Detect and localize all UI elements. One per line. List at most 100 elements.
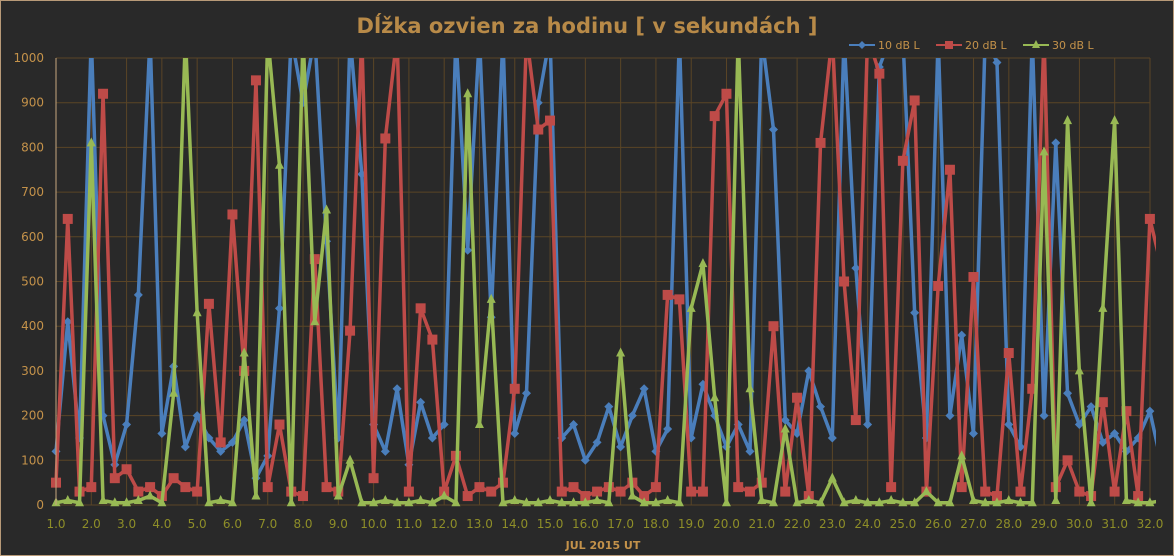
data-point-diamond bbox=[1051, 138, 1061, 148]
y-tick-label: 100 bbox=[21, 453, 44, 467]
data-point-triangle bbox=[827, 472, 837, 482]
data-point-square bbox=[1003, 348, 1014, 359]
data-point-triangle bbox=[1074, 365, 1084, 375]
data-point-diamond bbox=[1145, 406, 1155, 416]
data-point-triangle bbox=[122, 497, 132, 507]
data-point-square bbox=[98, 88, 109, 99]
data-point-square bbox=[686, 486, 697, 497]
data-point-diamond bbox=[675, 31, 684, 40]
data-point-diamond bbox=[663, 424, 673, 434]
data-point-triangle bbox=[1063, 115, 1073, 125]
x-tick-label: 5.0 bbox=[188, 517, 207, 531]
x-tick-label: 24.0 bbox=[854, 517, 881, 531]
y-tick-label: 700 bbox=[21, 185, 44, 199]
data-point-triangle bbox=[980, 497, 990, 507]
legend-item: 30 dB L bbox=[1023, 39, 1095, 52]
data-point-square bbox=[1109, 486, 1120, 497]
data-point-diamond bbox=[510, 428, 520, 438]
data-point-square bbox=[768, 321, 779, 332]
data-point-square bbox=[662, 289, 673, 300]
data-point-triangle bbox=[651, 497, 661, 507]
data-point-triangle bbox=[439, 490, 449, 500]
series-30-db-l bbox=[51, 30, 1173, 507]
data-point-square bbox=[792, 392, 803, 403]
data-point-diamond bbox=[627, 411, 637, 421]
data-point-diamond bbox=[463, 245, 473, 255]
data-point-triangle bbox=[299, 30, 308, 39]
data-point-diamond bbox=[1098, 437, 1108, 447]
data-point-triangle bbox=[898, 497, 908, 507]
data-point-square bbox=[968, 272, 979, 283]
x-tick-label: 28.0 bbox=[995, 517, 1022, 531]
data-point-triangle bbox=[674, 497, 684, 507]
data-point-triangle bbox=[545, 495, 555, 505]
data-point-diamond bbox=[616, 442, 626, 452]
data-point-triangle bbox=[1169, 497, 1173, 506]
data-point-triangle bbox=[1051, 495, 1061, 505]
data-point-square bbox=[1027, 383, 1038, 394]
data-point-triangle bbox=[380, 495, 390, 505]
data-point-triangle bbox=[463, 88, 473, 98]
x-tick-label: 32.0 bbox=[1137, 517, 1164, 531]
data-point-triangle bbox=[933, 497, 943, 507]
data-point-diamond bbox=[827, 433, 837, 443]
data-point-diamond bbox=[180, 442, 190, 452]
y-tick-label: 300 bbox=[21, 364, 44, 378]
data-point-triangle bbox=[510, 495, 520, 505]
data-point-triangle bbox=[192, 307, 202, 317]
data-point-triangle bbox=[427, 497, 437, 507]
data-point-triangle bbox=[286, 497, 296, 507]
data-point-triangle bbox=[992, 497, 1002, 507]
data-point-triangle bbox=[921, 486, 931, 496]
data-point-triangle bbox=[804, 495, 814, 505]
data-point-square bbox=[886, 482, 897, 493]
data-point-square bbox=[392, 31, 402, 41]
data-point-square bbox=[650, 482, 661, 493]
data-point-triangle bbox=[416, 495, 426, 505]
data-point-triangle bbox=[768, 497, 778, 507]
data-point-square bbox=[956, 482, 967, 493]
data-point-triangle bbox=[839, 497, 849, 507]
data-point-diamond bbox=[1157, 460, 1166, 469]
data-point-square bbox=[180, 482, 191, 493]
data-point-square bbox=[462, 491, 473, 502]
x-tick-label: 26.0 bbox=[925, 517, 952, 531]
x-tick-label: 22.0 bbox=[784, 517, 811, 531]
data-point-diamond bbox=[910, 308, 920, 318]
data-point-diamond bbox=[934, 31, 943, 40]
data-point-diamond bbox=[840, 31, 849, 40]
x-tick-label: 31.0 bbox=[1101, 517, 1128, 531]
data-point-triangle bbox=[1004, 495, 1014, 505]
data-point-triangle bbox=[333, 490, 343, 500]
data-point-triangle bbox=[1027, 497, 1037, 507]
data-point-triangle bbox=[369, 497, 379, 507]
data-point-square bbox=[1074, 486, 1085, 497]
data-point-diamond bbox=[346, 31, 355, 40]
x-tick-label: 23.0 bbox=[819, 517, 846, 531]
data-point-square bbox=[192, 486, 203, 497]
data-point-triangle bbox=[863, 497, 873, 507]
data-point-diamond bbox=[945, 411, 955, 421]
data-point-triangle bbox=[263, 30, 272, 39]
data-point-triangle bbox=[157, 497, 167, 507]
data-point-triangle bbox=[780, 423, 790, 433]
data-point-triangle bbox=[357, 497, 367, 507]
data-point-triangle bbox=[710, 392, 720, 402]
data-point-square bbox=[944, 164, 955, 175]
data-point-square bbox=[345, 325, 356, 336]
data-point-square bbox=[839, 276, 850, 287]
data-point-square bbox=[415, 303, 426, 314]
data-point-square bbox=[121, 464, 132, 475]
data-point-square bbox=[1039, 31, 1049, 41]
data-point-square bbox=[1157, 263, 1167, 273]
data-point-diamond bbox=[392, 384, 402, 394]
y-tick-label: 600 bbox=[21, 230, 44, 244]
y-tick-label: 800 bbox=[21, 140, 44, 154]
legend: 10 dB L 20 dB L 30 dB L bbox=[849, 39, 1095, 52]
x-tick-label: 1.0 bbox=[46, 517, 65, 531]
data-point-diamond bbox=[133, 290, 143, 300]
data-point-square bbox=[897, 155, 908, 166]
axes: 0 100 200 300 400 500 600 700 800 900 1000 1.0 2.0 3.… bbox=[13, 51, 1163, 552]
data-point-square bbox=[62, 213, 73, 224]
data-point-square bbox=[674, 294, 685, 305]
